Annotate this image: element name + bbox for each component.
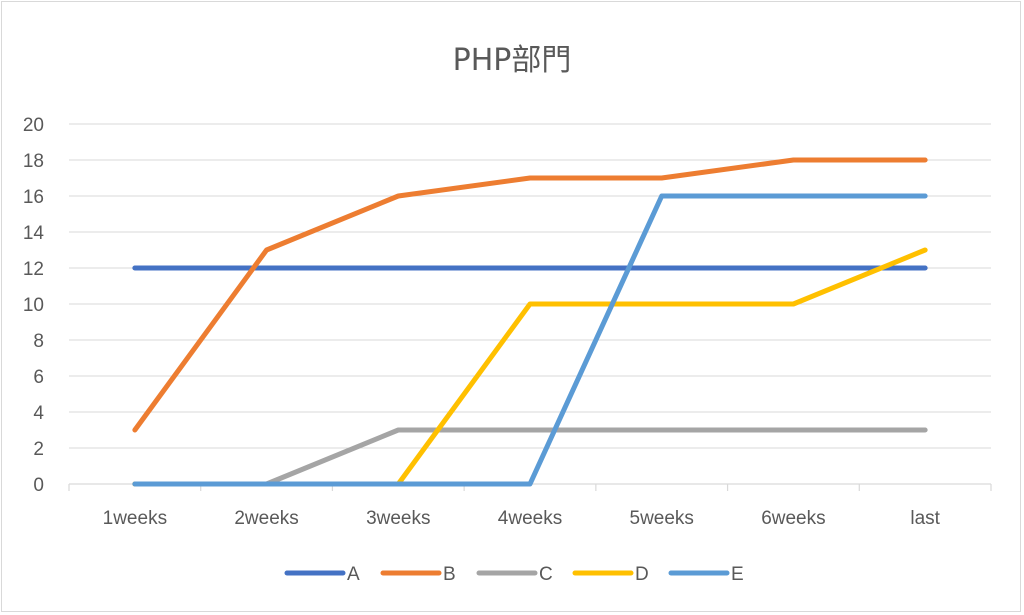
y-tick-label: 8 xyxy=(33,331,44,352)
x-tick-label: 2weeks xyxy=(234,508,298,529)
series-line-d xyxy=(132,247,928,487)
gridlines xyxy=(69,123,991,449)
series-line-e xyxy=(132,193,928,487)
series-lines xyxy=(132,157,928,487)
x-tick-label: 6weeks xyxy=(761,508,825,529)
x-tick-label: 5weeks xyxy=(630,508,694,529)
x-tick-label: 3weeks xyxy=(366,508,430,529)
legend-label-c: C xyxy=(539,564,553,585)
y-tick-label: 14 xyxy=(23,223,45,244)
legend-label-d: D xyxy=(635,564,649,585)
y-axis-ticks: 0 2 4 6 8 10 12 14 16 18 20 xyxy=(23,115,45,496)
y-tick-label: 6 xyxy=(33,367,44,388)
y-tick-label: 20 xyxy=(23,115,44,136)
y-tick-label: 4 xyxy=(33,403,44,424)
chart-title: PHP部門 xyxy=(453,43,572,78)
legend-label-e: E xyxy=(731,564,744,585)
x-tick-label: 1weeks xyxy=(103,508,167,529)
y-tick-label: 2 xyxy=(33,439,44,460)
y-tick-label: 18 xyxy=(23,151,44,172)
y-tick-label: 10 xyxy=(23,295,44,316)
x-tick-label: 4weeks xyxy=(498,508,562,529)
y-tick-label: 12 xyxy=(23,259,44,280)
legend-label-b: B xyxy=(443,564,456,585)
series-line-b xyxy=(132,157,928,433)
legend-label-a: A xyxy=(347,564,360,585)
x-tick-label: last xyxy=(910,508,940,529)
x-axis: 1weeks 2weeks 3weeks 4weeks 5weeks 6weeks last xyxy=(68,483,992,529)
legend: A B C D E xyxy=(284,564,744,585)
y-tick-label: 16 xyxy=(23,187,44,208)
series-line-c xyxy=(132,427,928,487)
y-tick-label: 0 xyxy=(33,475,44,496)
